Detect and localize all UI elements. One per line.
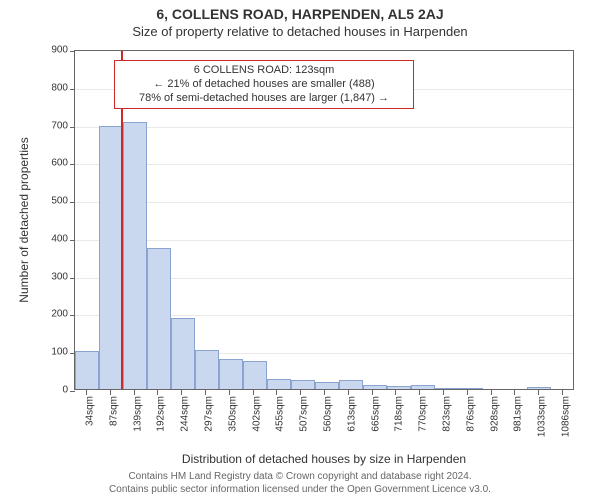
histogram-bar bbox=[243, 361, 267, 389]
xtick-mark bbox=[157, 390, 158, 395]
xtick-mark bbox=[419, 390, 420, 395]
histogram-bar bbox=[411, 385, 435, 390]
xtick-label: 297sqm bbox=[203, 396, 214, 432]
ytick-label: 200 bbox=[51, 309, 68, 320]
xtick-mark bbox=[229, 390, 230, 395]
y-ticks: 0100200300400500600700800900 bbox=[34, 50, 74, 390]
chart-title: Size of property relative to detached ho… bbox=[0, 22, 600, 39]
xtick-mark bbox=[467, 390, 468, 395]
xtick-label: 613sqm bbox=[346, 396, 357, 432]
xtick-mark bbox=[348, 390, 349, 395]
xtick-label: 87sqm bbox=[108, 396, 119, 426]
ytick-label: 100 bbox=[51, 347, 68, 358]
xtick-mark bbox=[276, 390, 277, 395]
annotation-line-2: ← 21% of detached houses are smaller (48… bbox=[121, 78, 407, 92]
ytick-label: 500 bbox=[51, 196, 68, 207]
xtick-mark bbox=[300, 390, 301, 395]
xtick-mark bbox=[205, 390, 206, 395]
x-ticks: 34sqm 87sqm 139sqm 192sqm 244sqm 297sqm 350sqm… bbox=[74, 390, 574, 450]
xtick-mark bbox=[443, 390, 444, 395]
xtick-label: 876sqm bbox=[465, 396, 476, 432]
histogram-bar bbox=[387, 386, 411, 389]
histogram-bar bbox=[291, 380, 315, 389]
ytick-label: 800 bbox=[51, 82, 68, 93]
xtick-mark bbox=[562, 390, 563, 395]
x-axis-label: Distribution of detached houses by size … bbox=[182, 452, 466, 466]
xtick-mark bbox=[324, 390, 325, 395]
histogram-bar bbox=[147, 248, 171, 389]
xtick-label: 350sqm bbox=[227, 396, 238, 432]
xtick-label: 928sqm bbox=[489, 396, 500, 432]
xtick-label: 665sqm bbox=[370, 396, 381, 432]
annotation-line-3: 78% of semi-detached houses are larger (… bbox=[121, 92, 407, 106]
chart-container: 6, COLLENS ROAD, HARPENDEN, AL5 2AJ Size… bbox=[0, 0, 600, 500]
ytick-label: 0 bbox=[62, 385, 68, 396]
footer-line-2: Contains public sector information licen… bbox=[0, 483, 600, 496]
histogram-bar bbox=[195, 350, 219, 389]
xtick-label: 718sqm bbox=[394, 396, 405, 432]
xtick-label: 981sqm bbox=[513, 396, 524, 432]
histogram-bar bbox=[171, 318, 195, 389]
histogram-bar bbox=[435, 388, 459, 389]
histogram-bar bbox=[527, 387, 551, 389]
ytick-label: 700 bbox=[51, 120, 68, 131]
histogram-bar bbox=[75, 351, 99, 389]
y-axis-label: Number of detached properties bbox=[17, 137, 31, 302]
xtick-label: 823sqm bbox=[442, 396, 453, 432]
xtick-label: 34sqm bbox=[84, 396, 95, 426]
xtick-mark bbox=[538, 390, 539, 395]
xtick-mark bbox=[514, 390, 515, 395]
xtick-mark bbox=[134, 390, 135, 395]
ytick-label: 900 bbox=[51, 45, 68, 56]
xtick-mark bbox=[110, 390, 111, 395]
xtick-label: 1033sqm bbox=[537, 396, 548, 437]
xtick-label: 507sqm bbox=[299, 396, 310, 432]
histogram-bar bbox=[315, 382, 339, 390]
histogram-bar bbox=[339, 380, 363, 389]
histogram-bar bbox=[459, 388, 483, 389]
xtick-label: 192sqm bbox=[156, 396, 167, 432]
histogram-bar bbox=[123, 122, 147, 389]
xtick-label: 560sqm bbox=[323, 396, 334, 432]
xtick-mark bbox=[395, 390, 396, 395]
histogram-bar bbox=[267, 379, 291, 390]
histogram-bar bbox=[363, 385, 387, 389]
xtick-mark bbox=[181, 390, 182, 395]
xtick-label: 1086sqm bbox=[561, 396, 572, 437]
xtick-label: 455sqm bbox=[275, 396, 286, 432]
xtick-mark bbox=[253, 390, 254, 395]
ytick-label: 300 bbox=[51, 271, 68, 282]
xtick-label: 244sqm bbox=[180, 396, 191, 432]
xtick-mark bbox=[86, 390, 87, 395]
xtick-label: 139sqm bbox=[132, 396, 143, 432]
histogram-bar bbox=[99, 126, 123, 389]
xtick-mark bbox=[372, 390, 373, 395]
annotation-box: 6 COLLENS ROAD: 123sqm ← 21% of detached… bbox=[114, 60, 414, 109]
footer-attribution: Contains HM Land Registry data © Crown c… bbox=[0, 470, 600, 496]
xtick-label: 402sqm bbox=[251, 396, 262, 432]
xtick-mark bbox=[491, 390, 492, 395]
footer-line-1: Contains HM Land Registry data © Crown c… bbox=[0, 470, 600, 483]
histogram-bar bbox=[219, 359, 243, 389]
chart-supertitle: 6, COLLENS ROAD, HARPENDEN, AL5 2AJ bbox=[0, 0, 600, 22]
ytick-label: 600 bbox=[51, 158, 68, 169]
annotation-line-1: 6 COLLENS ROAD: 123sqm bbox=[121, 64, 407, 78]
xtick-label: 770sqm bbox=[418, 396, 429, 432]
plot-area-wrap: 0100200300400500600700800900 34sqm87sqm1… bbox=[74, 50, 574, 390]
ytick-label: 400 bbox=[51, 233, 68, 244]
